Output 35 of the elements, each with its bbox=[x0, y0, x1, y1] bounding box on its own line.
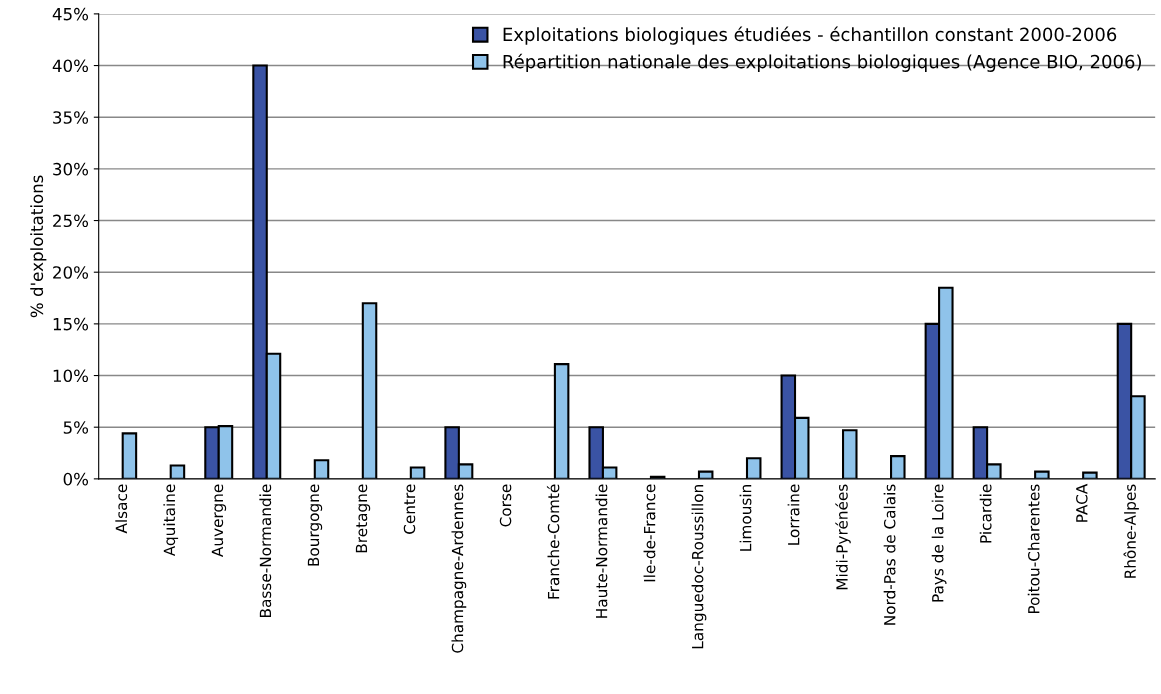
y-tick-label: 40% bbox=[52, 59, 89, 73]
y-tick-label: 30% bbox=[53, 162, 89, 176]
x-tick-label: Midi-Pyrénées bbox=[835, 484, 851, 590]
x-tick-label: Ile-de-France bbox=[643, 484, 656, 582]
y-tick-label: 45% bbox=[52, 7, 89, 21]
x-tick-label: Champagne-Ardennes bbox=[451, 484, 467, 653]
x-tick-label: Franche-Comté bbox=[546, 484, 560, 599]
y-tick-label: 15% bbox=[53, 317, 89, 331]
x-tick-label: Poitou-Charentes bbox=[1027, 484, 1040, 614]
x-tick-label: Bretagne bbox=[355, 484, 371, 553]
y-tick-label: 10% bbox=[53, 369, 89, 383]
x-tick-label: PACA bbox=[1076, 483, 1088, 522]
x-tick-label: Limousin bbox=[739, 485, 752, 551]
x-tick-label: Pays de la Loire bbox=[931, 484, 947, 602]
legend-label: Répartition nationale des exploitations biologiques (Agence BIO, 2006) bbox=[503, 53, 1141, 72]
x-tick-label: Bourgogne bbox=[307, 484, 323, 566]
x-tick-label: Auvergne bbox=[211, 484, 227, 557]
x-tick-label: Corse bbox=[499, 484, 512, 527]
y-tick-label: 35% bbox=[53, 111, 89, 124]
legend-label: Exploitations biologiques étudiées - échantillon constant 2000-2006 bbox=[503, 26, 1117, 45]
x-tick-label: Rhône-Alpes bbox=[1123, 484, 1139, 578]
x-tick-label: Picardie bbox=[979, 484, 992, 543]
y-tick-label: 0% bbox=[63, 472, 89, 486]
x-tick-label: Languedoc-Roussillon bbox=[691, 485, 707, 649]
x-tick-label: Lorraine bbox=[787, 484, 800, 545]
y-tick-label: 20% bbox=[53, 266, 89, 279]
x-tick-label: Haute-Normandie bbox=[595, 484, 608, 618]
y-axis-title: % d'exploitations bbox=[30, 175, 47, 318]
x-tick-label: Centre bbox=[403, 484, 416, 534]
y-tick-label: 25% bbox=[53, 214, 89, 228]
x-tick-label: Basse-Normandie bbox=[259, 484, 272, 617]
x-tick-label: Alsace bbox=[115, 484, 128, 534]
y-tick-label: 5% bbox=[63, 421, 89, 434]
x-tick-label: Nord-Pas de Calais bbox=[883, 484, 896, 625]
x-tick-label: Aquitaine bbox=[163, 484, 179, 557]
